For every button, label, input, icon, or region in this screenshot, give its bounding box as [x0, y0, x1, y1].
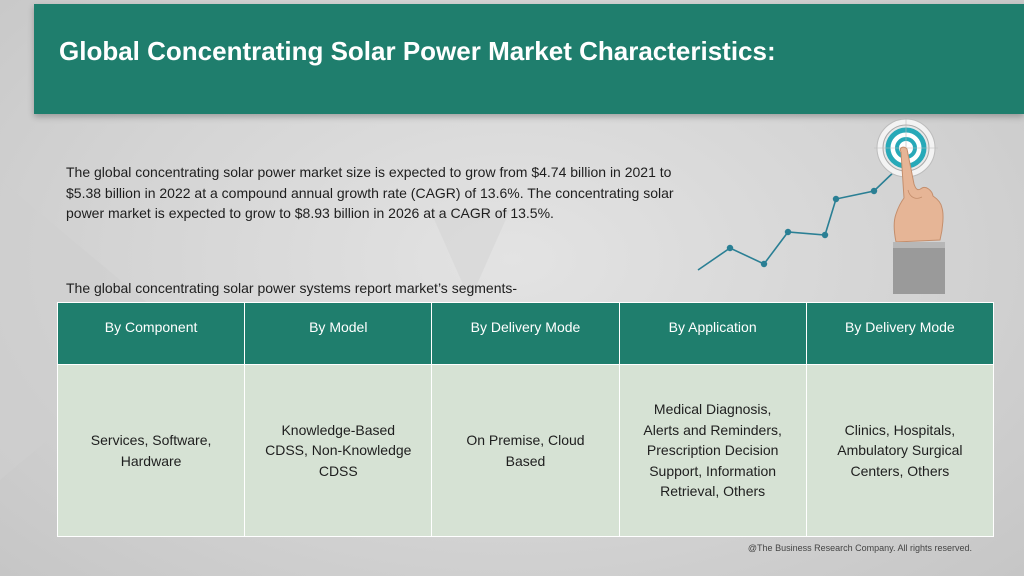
header-by-model: By Model	[244, 302, 433, 365]
header-by-delivery-mode: By Delivery Mode	[431, 302, 620, 365]
header-by-component: By Component	[56, 302, 246, 365]
pointing-hand-icon	[893, 146, 945, 294]
segments-table: By Component By Model By Delivery Mode B…	[56, 302, 995, 537]
growth-line-icon	[697, 167, 899, 271]
copyright-footer: @The Business Research Company. All righ…	[747, 543, 972, 553]
segments-caption: The global concentrating solar power sys…	[66, 280, 518, 296]
cell-component: Services, Software, Hardware	[56, 364, 246, 537]
growth-illustration	[697, 118, 945, 294]
cell-application: Medical Diagnosis, Alerts and Reminders,…	[618, 364, 807, 537]
header-by-application: By Application	[618, 302, 807, 365]
intro-paragraph: The global concentrating solar power mar…	[66, 164, 674, 221]
header-by-delivery-mode-2: By Delivery Mode	[805, 302, 995, 365]
segments-header-row: By Component By Model By Delivery Mode B…	[56, 302, 995, 365]
page-title: Global Concentrating Solar Power Market …	[59, 36, 776, 66]
cell-model: Knowledge-Based CDSS, Non-Knowledge CDSS	[244, 364, 433, 537]
cell-delivery-mode-2: Clinics, Hospitals, Ambulatory Surgical …	[805, 364, 995, 537]
cell-delivery-mode: On Premise, Cloud Based	[431, 364, 620, 537]
segments-value-row: Services, Software, Hardware Knowledge-B…	[56, 364, 995, 537]
title-banner: Global Concentrating Solar Power Market …	[34, 4, 1024, 114]
